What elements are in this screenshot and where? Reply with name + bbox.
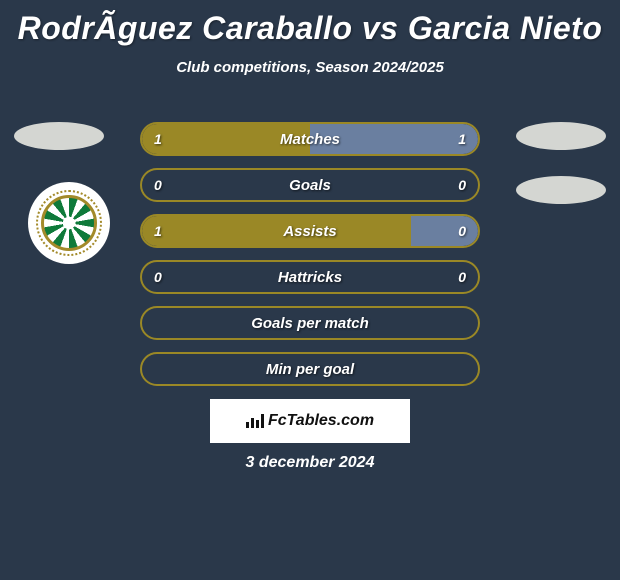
stat-label: Goals — [142, 177, 478, 194]
stat-value-right: 1 — [458, 131, 466, 147]
stat-row-plain: Goals per match — [140, 306, 480, 340]
player-right-placeholder-2 — [516, 176, 606, 204]
player-left-placeholder — [14, 122, 104, 150]
brand-label: FcTables.com — [268, 412, 374, 430]
stat-value-left: 1 — [154, 223, 162, 239]
stat-row: Goals0 0 — [140, 168, 480, 202]
stat-value-left: 0 — [154, 269, 162, 285]
crest-icon — [41, 195, 97, 251]
bar-left — [142, 124, 310, 154]
subtitle: Club competitions, Season 2024/2025 — [0, 59, 620, 76]
brand-bars-icon — [246, 414, 264, 428]
brand-link[interactable]: FcTables.com — [210, 399, 410, 443]
stat-row: Assists10 — [140, 214, 480, 248]
stat-value-left: 0 — [154, 177, 162, 193]
stat-value-left: 1 — [154, 131, 162, 147]
date-label: 3 december 2024 — [0, 454, 620, 472]
bar-right — [310, 124, 478, 154]
club-crest — [28, 182, 110, 264]
stats-panel: Matches11Goals00Assists10Hattricks00Goal… — [140, 122, 480, 398]
page-title: RodrÃ­guez Caraballo vs Garcia Nieto — [0, 0, 620, 47]
bar-right — [411, 216, 478, 246]
bar-left — [142, 216, 411, 246]
stat-row: Hattricks0 0 — [140, 260, 480, 294]
stat-value-right: 0 — [458, 269, 466, 285]
stat-value-right: 0 — [458, 223, 466, 239]
stat-row-plain: Min per goal — [140, 352, 480, 386]
stat-label: Goals per match — [142, 315, 478, 332]
stat-row: Matches11 — [140, 122, 480, 156]
stat-value-right: 0 — [458, 177, 466, 193]
stat-label: Hattricks — [142, 269, 478, 286]
player-right-placeholder — [516, 122, 606, 150]
stat-label: Min per goal — [142, 361, 478, 378]
